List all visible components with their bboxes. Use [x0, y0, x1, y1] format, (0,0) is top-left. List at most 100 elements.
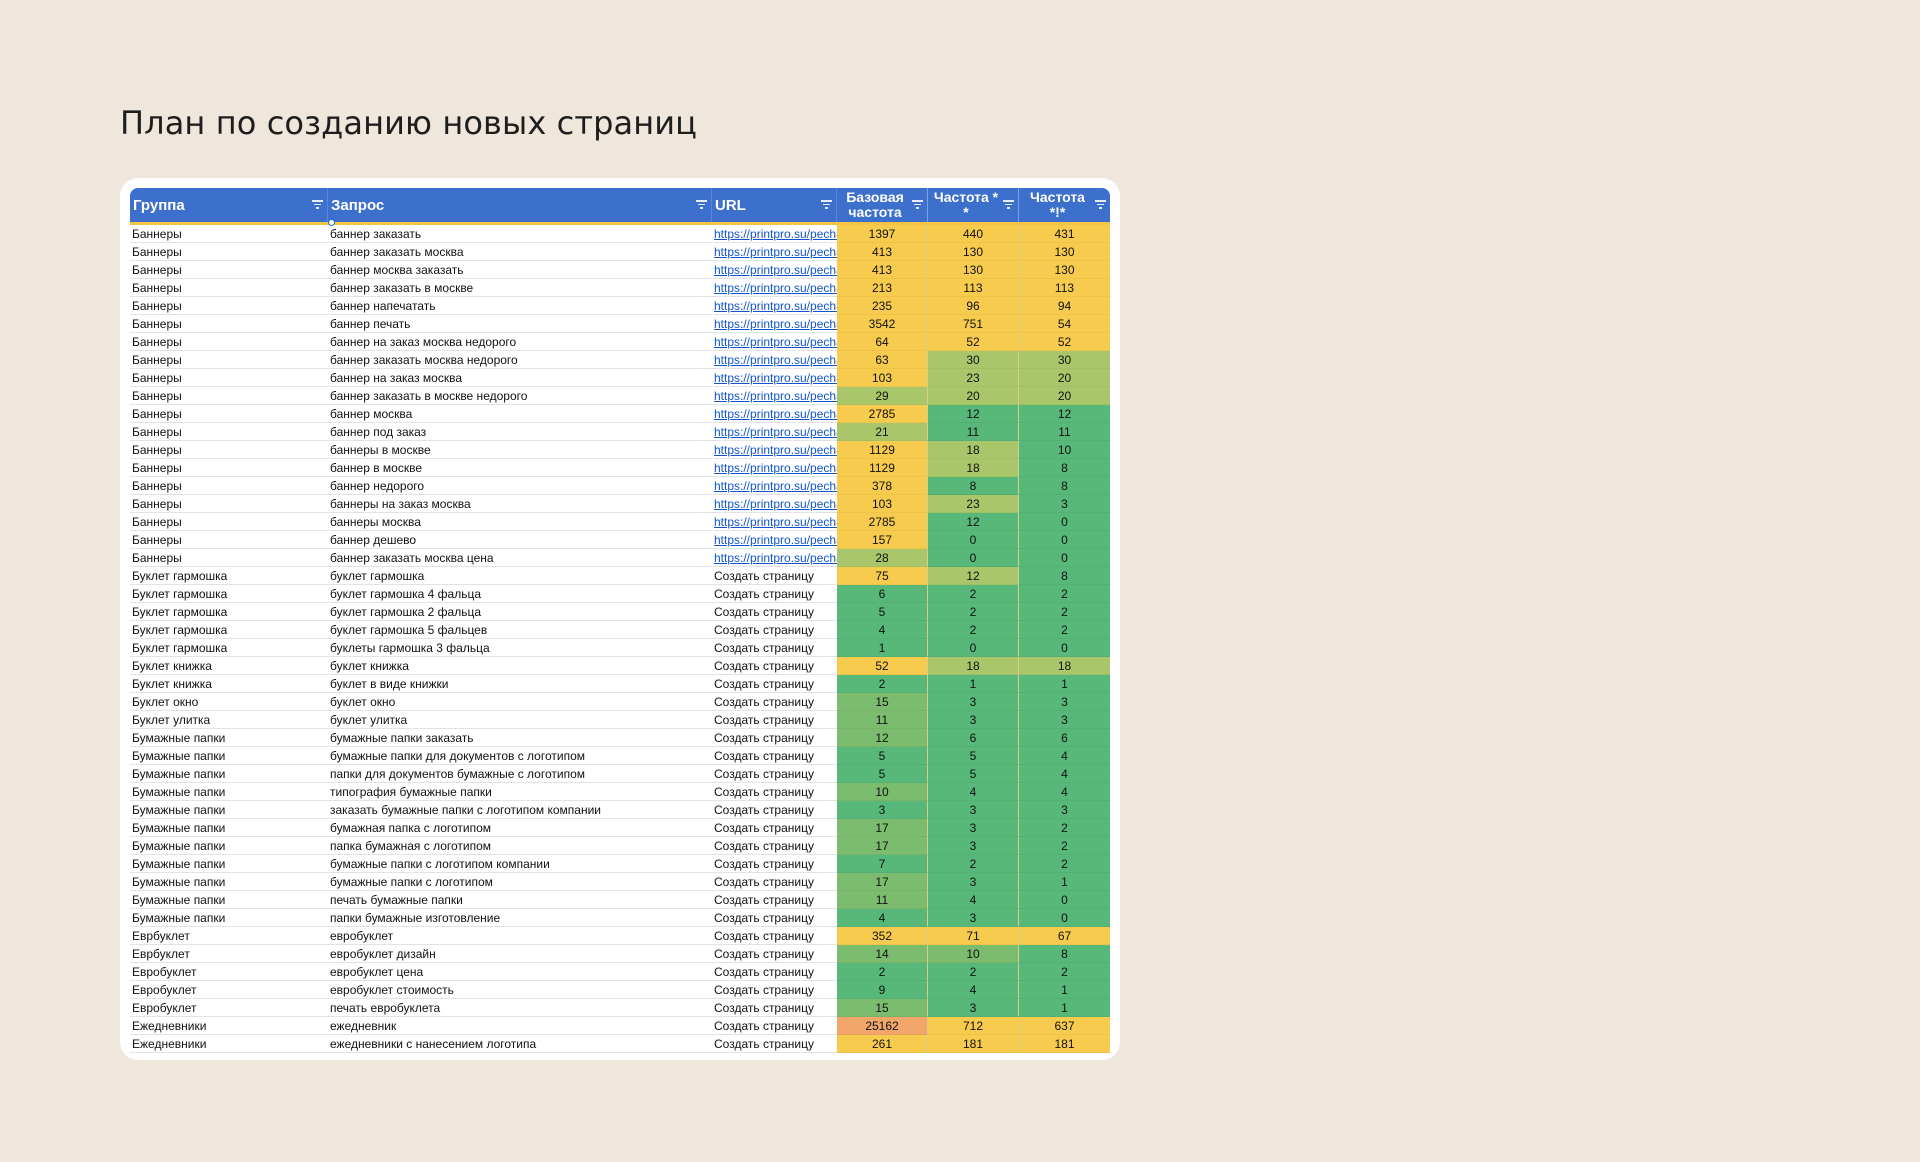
cell-frequency-quoted[interactable]: 20 [928, 387, 1019, 405]
table-row[interactable]: Баннеры баннер на заказ москва https://pri… [130, 369, 1110, 387]
cell-url[interactable]: Создать страницу [712, 801, 837, 819]
cell-frequency-exact[interactable]: 3 [1019, 801, 1110, 819]
table-row[interactable]: Евробуклет евробуклет стоимость Создать ст… [130, 981, 1110, 999]
cell-url[interactable]: Создать страницу [712, 765, 837, 783]
cell-group[interactable]: Баннеры [130, 441, 328, 459]
cell-group[interactable]: Баннеры [130, 459, 328, 477]
cell-frequency-exact[interactable]: 130 [1019, 261, 1110, 279]
column-resize-handle[interactable] [328, 219, 335, 226]
url-link[interactable]: https://printpro.su/pecha [714, 317, 837, 331]
table-row[interactable]: Баннеры баннеры на заказ москва https://pr… [130, 495, 1110, 513]
cell-frequency-quoted[interactable]: 2 [928, 963, 1019, 981]
cell-frequency-quoted[interactable]: 0 [928, 639, 1019, 657]
cell-url[interactable]: Создать страницу [712, 693, 837, 711]
table-row[interactable]: Ежедневники ежедневник Создать страницу 251… [130, 1017, 1110, 1035]
cell-frequency-quoted[interactable]: 18 [928, 657, 1019, 675]
table-row[interactable]: Баннеры баннер печать https://printpro.su/… [130, 315, 1110, 333]
cell-group[interactable]: Баннеры [130, 405, 328, 423]
table-row[interactable]: Евробуклет евробуклет цена Создать страниц… [130, 963, 1110, 981]
url-link[interactable]: https://printpro.su/pecha [714, 515, 837, 529]
header-base-frequency[interactable]: Базовая частота [837, 188, 928, 222]
table-row[interactable]: Баннеры баннер заказать москва недорого ht… [130, 351, 1110, 369]
url-link[interactable]: https://printpro.su/pecha [714, 533, 837, 547]
cell-base-frequency[interactable]: 28 [837, 549, 928, 567]
cell-frequency-quoted[interactable]: 5 [928, 747, 1019, 765]
cell-url[interactable]: Создать страницу [712, 981, 837, 999]
cell-frequency-exact[interactable]: 130 [1019, 243, 1110, 261]
table-row[interactable]: Буклет гармошка буклеты гармошка 3 фальца… [130, 639, 1110, 657]
cell-base-frequency[interactable]: 9 [837, 981, 928, 999]
cell-group[interactable]: Еврбуклет [130, 927, 328, 945]
cell-frequency-exact[interactable]: 67 [1019, 927, 1110, 945]
url-link[interactable]: https://printpro.su/pecha [714, 245, 837, 259]
url-link[interactable]: https://printpro.su/pecha [714, 497, 837, 511]
url-link[interactable]: https://printpro.su/pecha [714, 443, 837, 457]
cell-frequency-quoted[interactable]: 3 [928, 873, 1019, 891]
filter-icon[interactable] [912, 200, 923, 209]
cell-query[interactable]: ежедневники с нанесением логотипа [328, 1035, 712, 1053]
table-row[interactable]: Баннеры баннер недорого https://printpro.s… [130, 477, 1110, 495]
cell-query[interactable]: баннер недорого [328, 477, 712, 495]
cell-group[interactable]: Баннеры [130, 351, 328, 369]
cell-query[interactable]: буклет в виде книжки [328, 675, 712, 693]
cell-group[interactable]: Буклет книжка [130, 675, 328, 693]
cell-url[interactable]: Создать страницу [712, 945, 837, 963]
cell-query[interactable]: заказать бумажные папки с логотипом комп… [328, 801, 712, 819]
cell-base-frequency[interactable]: 1129 [837, 459, 928, 477]
cell-group[interactable]: Буклет гармошка [130, 639, 328, 657]
url-link[interactable]: https://printpro.su/pecha [714, 353, 837, 367]
cell-group[interactable]: Бумажные папки [130, 873, 328, 891]
cell-query[interactable]: бумажные папки для документов с логотипо… [328, 747, 712, 765]
cell-frequency-exact[interactable]: 18 [1019, 657, 1110, 675]
cell-group[interactable]: Буклет гармошка [130, 567, 328, 585]
cell-base-frequency[interactable]: 261 [837, 1035, 928, 1053]
url-link[interactable]: https://printpro.su/pecha [714, 479, 837, 493]
cell-base-frequency[interactable]: 17 [837, 819, 928, 837]
cell-query[interactable]: бумажные папки с логотипом [328, 873, 712, 891]
cell-frequency-exact[interactable]: 11 [1019, 423, 1110, 441]
cell-url[interactable]: Создать страницу [712, 657, 837, 675]
table-row[interactable]: Буклет книжка буклет в виде книжки Создать… [130, 675, 1110, 693]
table-row[interactable]: Буклет окно буклет окно Создать страницу 15… [130, 693, 1110, 711]
cell-url[interactable]: Создать страницу [712, 675, 837, 693]
cell-frequency-exact[interactable]: 2 [1019, 819, 1110, 837]
cell-query[interactable]: баннер под заказ [328, 423, 712, 441]
cell-frequency-exact[interactable]: 2 [1019, 837, 1110, 855]
cell-group[interactable]: Бумажные папки [130, 783, 328, 801]
cell-query[interactable]: папки для документов бумажные с логотипо… [328, 765, 712, 783]
cell-base-frequency[interactable]: 4 [837, 909, 928, 927]
cell-frequency-quoted[interactable]: 71 [928, 927, 1019, 945]
cell-group[interactable]: Баннеры [130, 279, 328, 297]
cell-query[interactable]: евробуклет стоимость [328, 981, 712, 999]
cell-url[interactable]: https://printpro.su/pecha [712, 243, 837, 261]
cell-base-frequency[interactable]: 7 [837, 855, 928, 873]
cell-group[interactable]: Бумажные папки [130, 891, 328, 909]
cell-base-frequency[interactable]: 3 [837, 801, 928, 819]
cell-url[interactable]: Создать страницу [712, 873, 837, 891]
cell-url[interactable]: https://printpro.su/pecha [712, 549, 837, 567]
cell-query[interactable]: баннер заказать [328, 225, 712, 243]
cell-base-frequency[interactable]: 157 [837, 531, 928, 549]
cell-frequency-quoted[interactable]: 2 [928, 603, 1019, 621]
cell-url[interactable]: Создать страницу [712, 783, 837, 801]
cell-frequency-exact[interactable]: 1 [1019, 999, 1110, 1017]
table-row[interactable]: Баннеры баннер заказать москва цена https:… [130, 549, 1110, 567]
url-link[interactable]: https://printpro.su/pecha [714, 263, 837, 277]
table-row[interactable]: Бумажные папки типография бумажные папки С… [130, 783, 1110, 801]
cell-frequency-quoted[interactable]: 0 [928, 531, 1019, 549]
cell-group[interactable]: Буклет окно [130, 693, 328, 711]
cell-query[interactable]: баннер на заказ москва [328, 369, 712, 387]
cell-group[interactable]: Баннеры [130, 387, 328, 405]
cell-base-frequency[interactable]: 5 [837, 747, 928, 765]
cell-query[interactable]: печать евробуклета [328, 999, 712, 1017]
cell-group[interactable]: Баннеры [130, 477, 328, 495]
cell-frequency-exact[interactable]: 8 [1019, 945, 1110, 963]
table-row[interactable]: Баннеры баннер заказать москва https://pri… [130, 243, 1110, 261]
cell-query[interactable]: баннеры на заказ москва [328, 495, 712, 513]
cell-query[interactable]: баннер заказать москва [328, 243, 712, 261]
cell-frequency-exact[interactable]: 0 [1019, 639, 1110, 657]
cell-group[interactable]: Баннеры [130, 549, 328, 567]
cell-query[interactable]: баннер заказать москва недорого [328, 351, 712, 369]
cell-base-frequency[interactable]: 2785 [837, 405, 928, 423]
table-row[interactable]: Бумажные папки папки бумажные изготовлени… [130, 909, 1110, 927]
